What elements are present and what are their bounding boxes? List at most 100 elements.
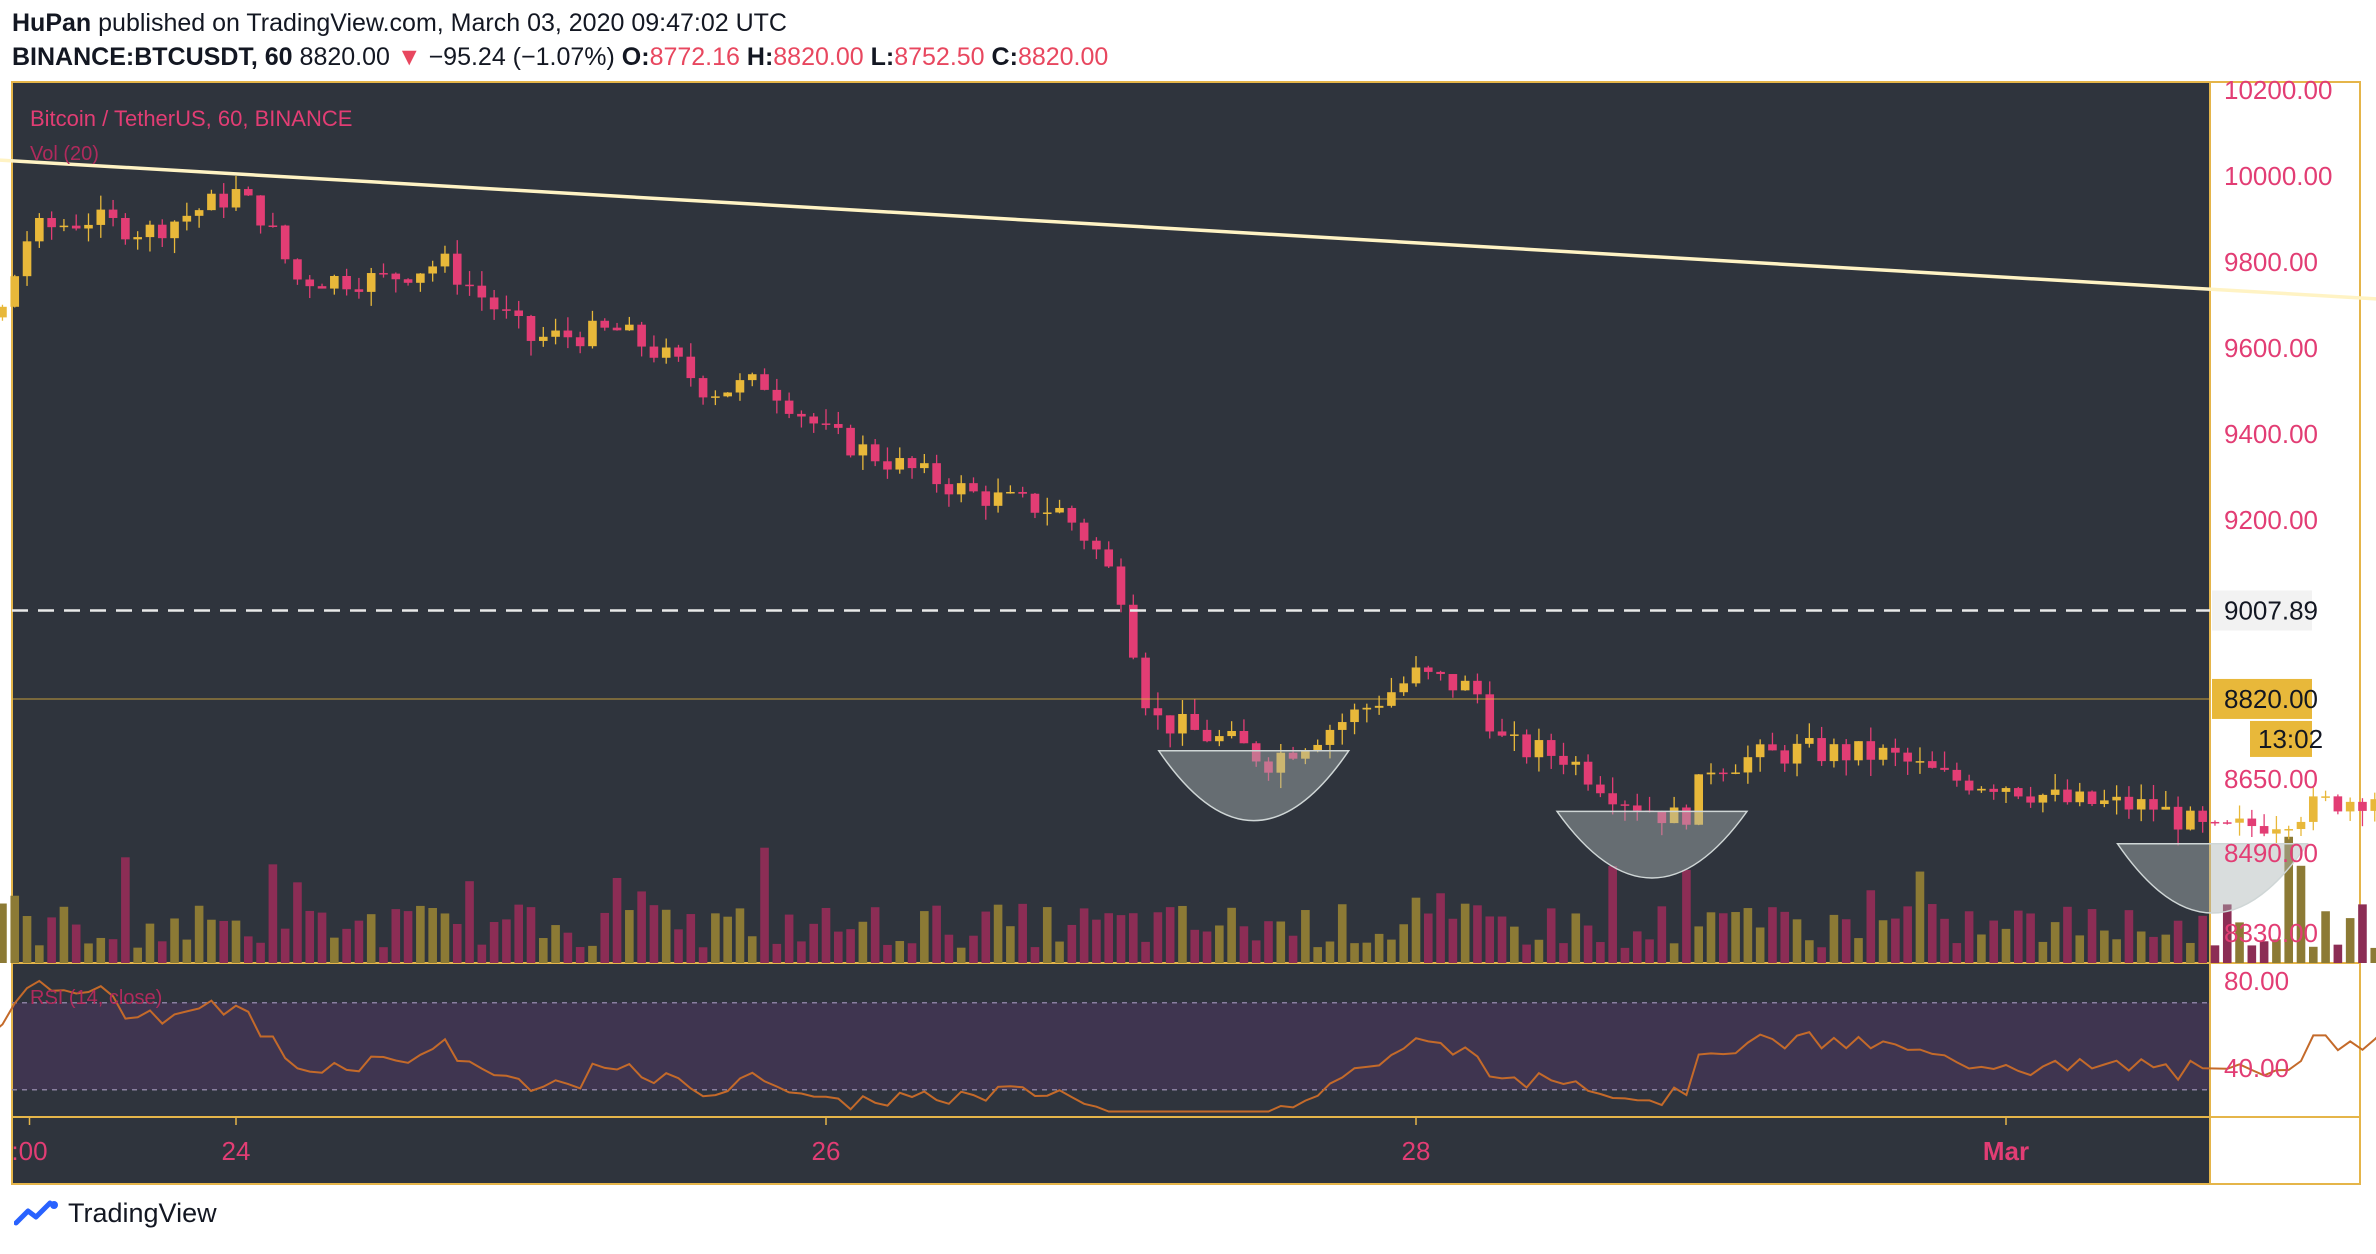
candle-body <box>2161 806 2171 810</box>
volume-bar <box>760 847 769 963</box>
candle-body <box>330 276 339 289</box>
volume-bar <box>2173 920 2183 963</box>
volume-bar <box>268 864 278 963</box>
candle-body <box>1448 674 1458 691</box>
candle-body <box>1251 743 1261 762</box>
author-name[interactable]: HuPan <box>12 9 92 37</box>
volume-bar <box>772 943 782 963</box>
rsi-line <box>0 979 2376 1113</box>
volume-bar <box>981 911 991 963</box>
candle-body <box>1755 744 1765 758</box>
volume-bar <box>2210 945 2220 963</box>
volume-bar <box>2026 913 2035 963</box>
volume-bar <box>563 932 573 963</box>
volume-bar <box>10 895 20 963</box>
volume-bar <box>1964 911 1974 963</box>
volume-bar <box>354 920 364 963</box>
volume-bar <box>698 947 708 963</box>
candle-body <box>551 330 560 337</box>
candle-body <box>2210 821 2220 824</box>
volume-bar <box>907 943 917 963</box>
volume-bar <box>575 947 585 963</box>
candle-body <box>1927 761 1937 768</box>
volume-bar <box>1276 921 1286 963</box>
volume-bar <box>1546 908 1556 963</box>
candle-body <box>465 284 474 287</box>
tradingview-logo-icon <box>14 1200 58 1225</box>
candle-body <box>1522 734 1531 758</box>
candle-body <box>293 259 302 280</box>
tradingview-brand[interactable]: TradingView <box>68 1198 217 1228</box>
candle-body <box>1682 807 1691 825</box>
candle-body <box>1141 657 1150 709</box>
volume-bar <box>22 916 32 963</box>
countdown-badge <box>2250 720 2312 757</box>
volume-bar <box>920 911 929 963</box>
volume-bar <box>2100 930 2109 963</box>
volume-bar <box>2284 836 2294 963</box>
candle-body <box>489 297 499 310</box>
volume-bar <box>2063 906 2072 963</box>
volume-bar <box>932 905 941 963</box>
volume-layer <box>0 836 2376 963</box>
volume-bar <box>1362 942 1372 963</box>
candle-body <box>2296 821 2306 830</box>
candle-body <box>2038 794 2048 803</box>
candle-body <box>403 279 413 283</box>
candle-body <box>2100 800 2109 805</box>
candle-body <box>858 444 868 456</box>
volume-bar <box>1645 939 1654 963</box>
volume-bar <box>1202 931 1212 963</box>
low-label: L: <box>870 43 895 71</box>
candle-body <box>1079 522 1089 541</box>
price-chart[interactable]: 10200.00 10000.00 9800.00 9600.00 9400.00 920… <box>0 0 2376 1190</box>
candle-body <box>883 461 892 470</box>
candle-body <box>1546 740 1556 756</box>
trendline <box>0 158 2376 301</box>
price-tick-label: 9800.00 <box>2224 247 2318 277</box>
candle-body <box>231 189 241 208</box>
candle-body <box>1866 741 1876 760</box>
volume-bar <box>2013 910 2023 963</box>
volume-bar <box>1055 941 1064 963</box>
volume-bar <box>661 909 671 963</box>
candle-body <box>944 484 954 495</box>
volume-bar <box>0 903 7 963</box>
candle-body <box>1731 772 1740 774</box>
candle-body <box>1337 722 1347 730</box>
volume-bar <box>1448 918 1458 963</box>
candle-body <box>809 416 819 424</box>
candle-body <box>993 492 1003 506</box>
volume-bar <box>526 907 536 963</box>
candle-body <box>182 215 192 222</box>
level-price-badge <box>2212 590 2312 631</box>
volume-bar <box>1940 918 1949 963</box>
candle-body <box>920 463 929 469</box>
volume-bar <box>1264 921 1273 963</box>
volume-bar <box>612 877 622 963</box>
volume-bar <box>489 922 499 963</box>
volume-bar <box>1423 913 1433 963</box>
candle-body <box>207 193 216 211</box>
candle-body <box>2284 829 2294 831</box>
footer: TradingView <box>14 1198 217 1229</box>
volume-bar <box>637 891 646 963</box>
candle-body <box>452 253 462 285</box>
candle-body <box>686 356 696 379</box>
volume-bar <box>1817 947 1826 963</box>
volume-bar <box>1768 907 1777 963</box>
candle-body <box>1805 738 1814 744</box>
candle-body <box>1977 788 1986 791</box>
candle-body <box>1116 566 1126 605</box>
volume-bar <box>1805 940 1814 963</box>
candle-body <box>2013 788 2023 797</box>
volume-bar <box>1337 904 1347 963</box>
price-tick-label: 8650.00 <box>2224 764 2318 794</box>
candle-body <box>59 225 69 228</box>
volume-bar <box>477 944 487 963</box>
candle-body <box>1042 512 1052 514</box>
volume-bar <box>2235 922 2244 963</box>
chart-frame <box>11 81 2361 1185</box>
axis-layer: 10200.00 10000.00 9800.00 9600.00 9400.00 920… <box>11 75 2332 1166</box>
volume-bar <box>1792 919 1802 963</box>
